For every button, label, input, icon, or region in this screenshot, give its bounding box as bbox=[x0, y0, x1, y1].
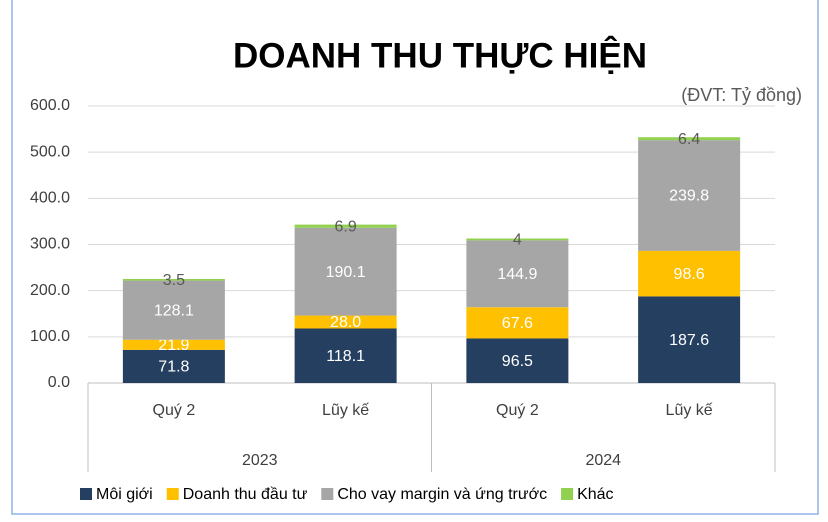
y-tick-label: 300.0 bbox=[30, 236, 70, 253]
data-label: 118.1 bbox=[326, 348, 365, 365]
y-tick-label: 500.0 bbox=[30, 143, 70, 160]
bar-segment bbox=[294, 328, 397, 383]
data-label: 71.8 bbox=[158, 359, 189, 376]
data-label: 28.0 bbox=[330, 314, 361, 331]
data-label: 98.6 bbox=[674, 266, 705, 283]
bar-segment bbox=[294, 224, 397, 228]
legend-label: Khác bbox=[577, 486, 613, 503]
y-tick-label: 400.0 bbox=[30, 190, 70, 207]
group-label: 2023 bbox=[242, 452, 278, 469]
data-label: 190.1 bbox=[326, 264, 366, 281]
y-tick-label: 600.0 bbox=[30, 97, 70, 114]
data-label: 239.8 bbox=[669, 188, 709, 205]
bar-segment bbox=[638, 250, 741, 297]
data-label: 144.9 bbox=[497, 266, 537, 283]
bar-segment bbox=[638, 296, 741, 383]
bar-segment bbox=[294, 227, 397, 316]
legend-swatch bbox=[166, 488, 179, 500]
legend-label: Doanh thu đầu tư bbox=[183, 486, 308, 503]
x-tick-label: Quý 2 bbox=[153, 402, 196, 419]
bar-segment bbox=[466, 307, 569, 339]
group-label: 2024 bbox=[585, 452, 621, 469]
data-label: 67.6 bbox=[502, 315, 533, 332]
data-label: 128.1 bbox=[154, 302, 194, 319]
legend-swatch bbox=[561, 488, 574, 500]
y-tick-label: 0.0 bbox=[48, 374, 70, 391]
x-tick-label: Lũy kế bbox=[666, 402, 713, 419]
chart-subtitle: (ĐVT: Tỷ đồng) bbox=[681, 85, 802, 105]
bar-segment bbox=[466, 238, 569, 241]
y-tick-label: 100.0 bbox=[30, 328, 70, 345]
data-label: 21.9 bbox=[158, 337, 189, 354]
bar-segment bbox=[122, 339, 225, 350]
data-label: 3.5 bbox=[163, 272, 185, 289]
legend-swatch bbox=[321, 488, 334, 500]
bar-segment bbox=[294, 315, 397, 329]
y-tick-label: 200.0 bbox=[30, 282, 70, 299]
legend-swatch bbox=[80, 488, 92, 500]
x-tick-label: Lũy kế bbox=[322, 402, 369, 419]
bar-segment bbox=[122, 280, 225, 340]
legend-label: Môi giới bbox=[96, 486, 153, 503]
chart-title: DOANH THU THỰC HIỆN bbox=[233, 35, 647, 75]
bar-segment bbox=[466, 338, 569, 383]
bar-segment bbox=[638, 140, 741, 251]
bar-segment bbox=[466, 240, 569, 308]
data-label: 187.6 bbox=[669, 332, 709, 349]
legend-label: Cho vay margin và ứng trước bbox=[337, 486, 547, 503]
x-tick-label: Quý 2 bbox=[496, 402, 539, 419]
data-label: 6.9 bbox=[335, 218, 357, 235]
data-label: 4 bbox=[513, 232, 522, 249]
bar-segment bbox=[122, 278, 225, 281]
data-label: 96.5 bbox=[502, 353, 533, 370]
bar-segment bbox=[122, 349, 225, 383]
bar-segment bbox=[638, 137, 741, 141]
data-label: 6.4 bbox=[678, 131, 700, 148]
